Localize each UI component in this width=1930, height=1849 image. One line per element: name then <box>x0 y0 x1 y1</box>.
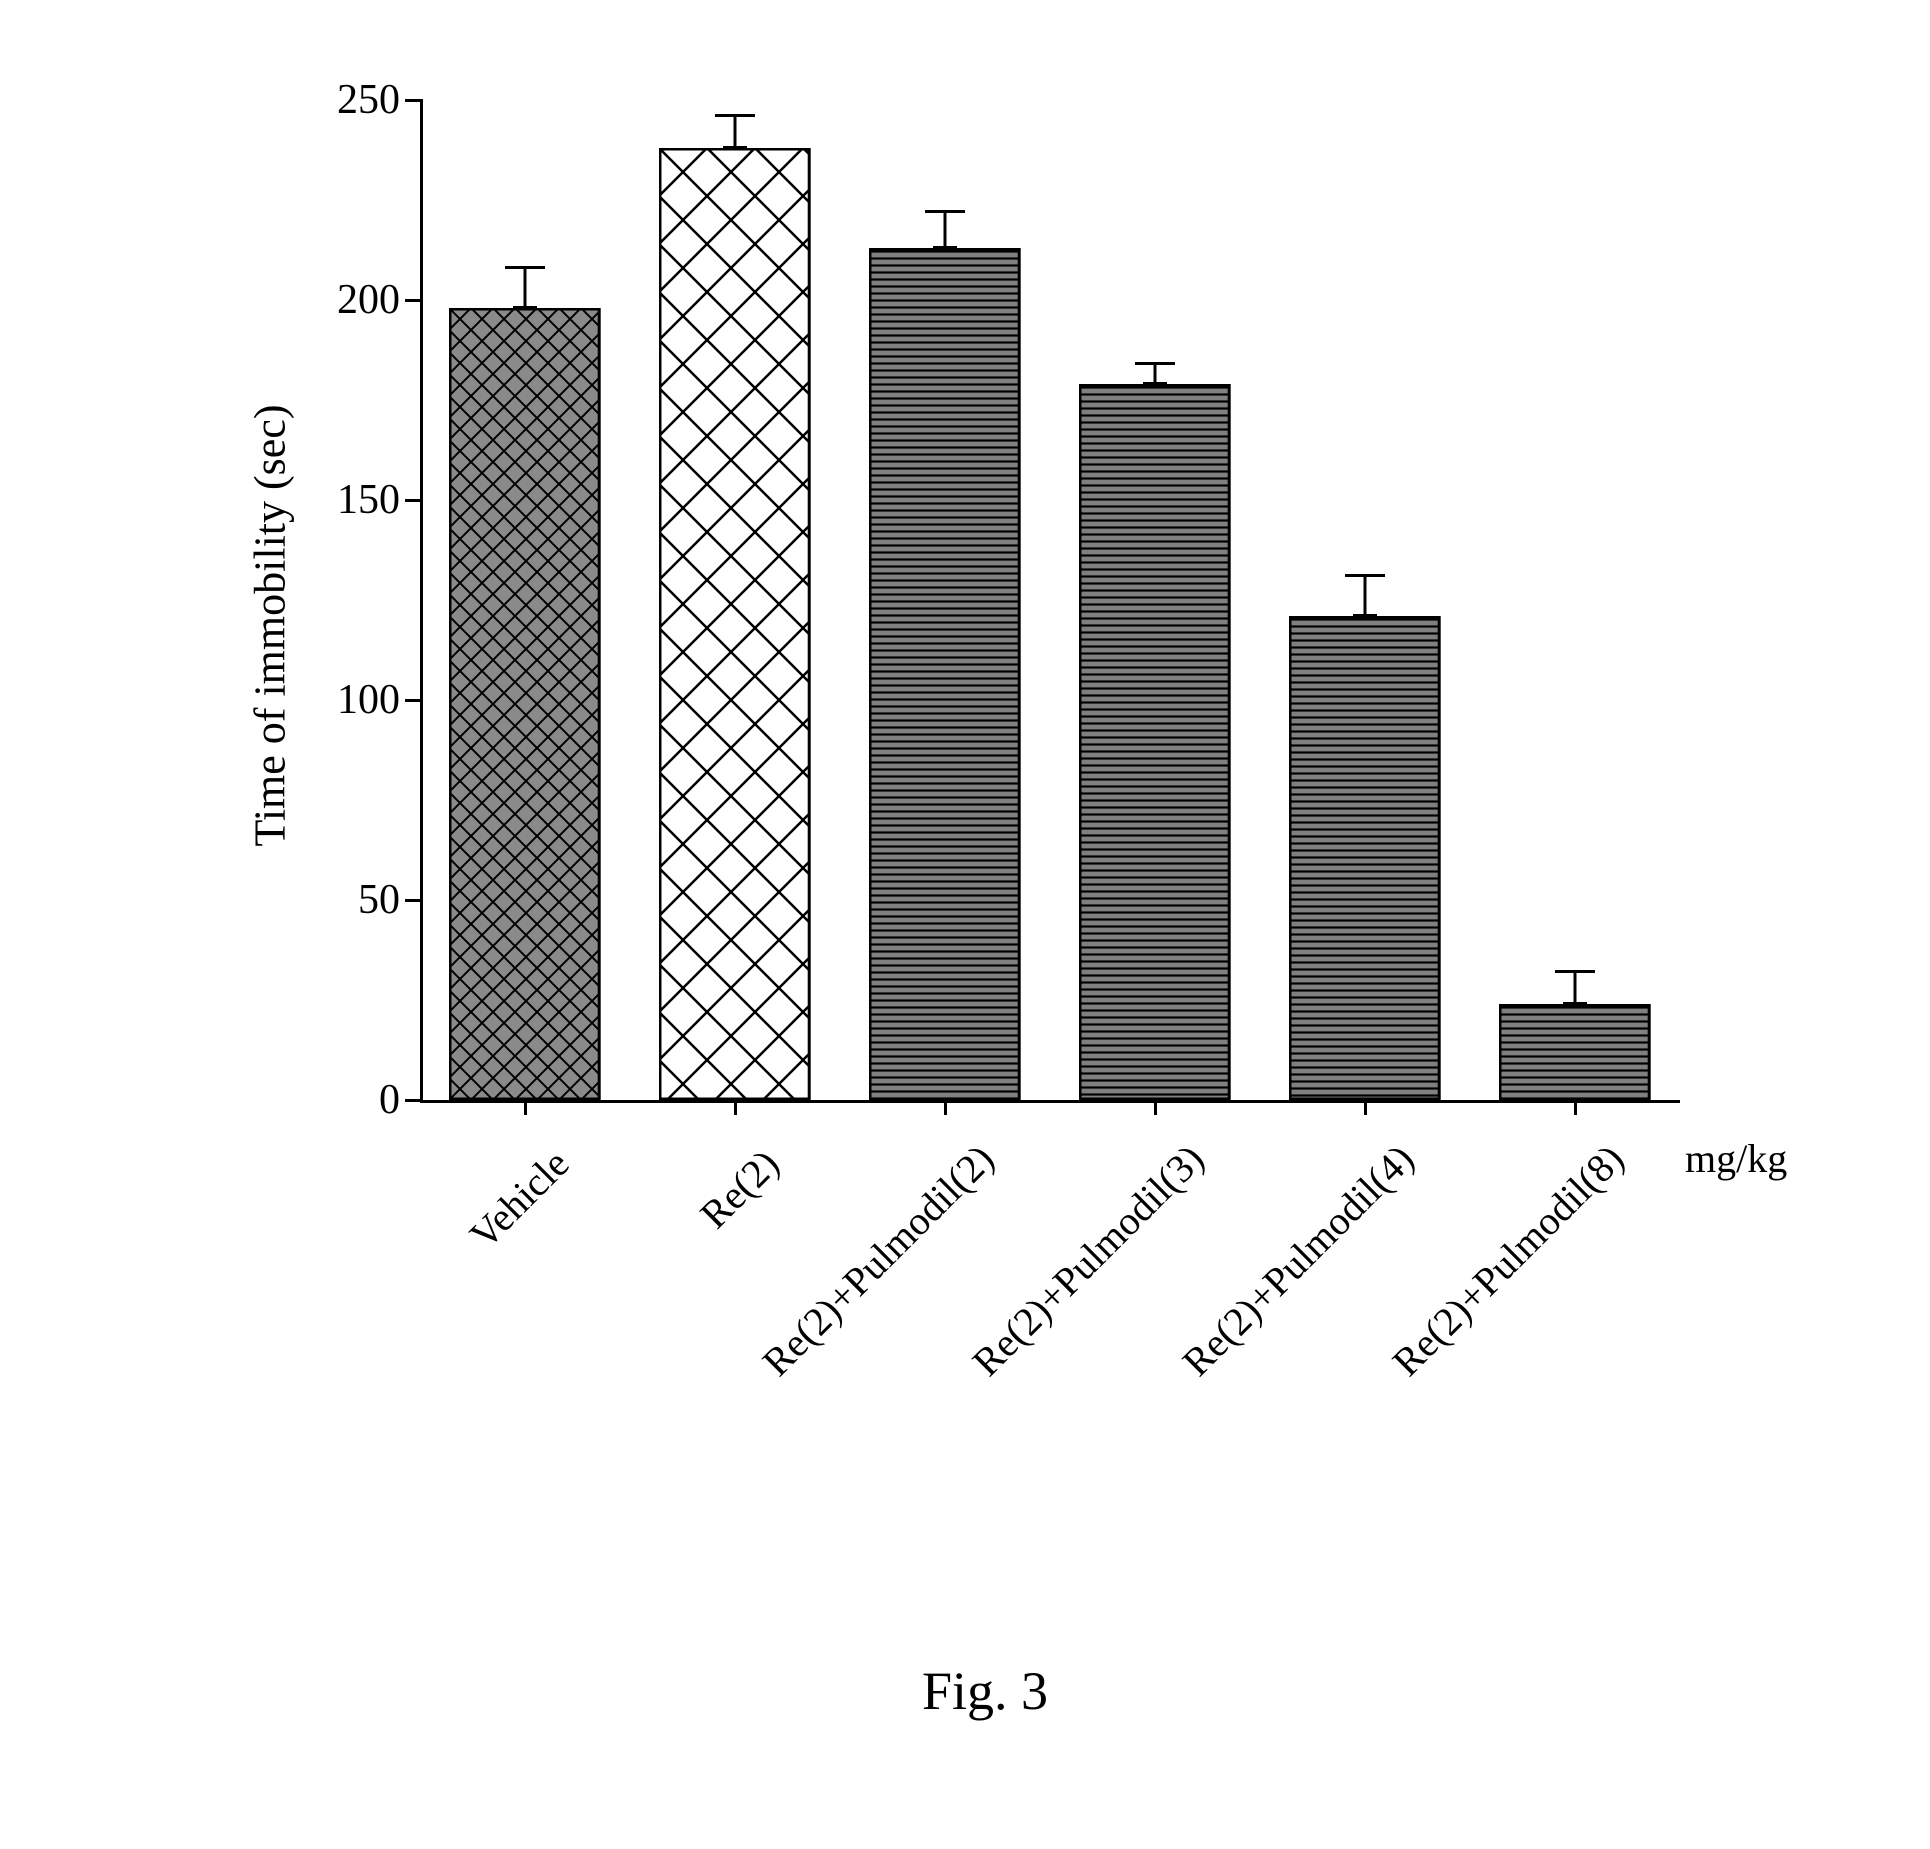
error-bar <box>944 212 947 248</box>
x-tick <box>944 1100 947 1115</box>
x-axis <box>420 1100 1680 1103</box>
error-bar-cap <box>925 210 965 213</box>
error-bar-cap <box>1135 362 1175 365</box>
error-bar-base-cap <box>933 246 957 249</box>
x-tick-label: Re(2) <box>543 1140 788 1385</box>
error-bar-base-cap <box>1563 1002 1587 1005</box>
x-tick <box>1154 1100 1157 1115</box>
y-tick-label: 250 <box>300 76 400 124</box>
figure-container: Time of immobility (sec) 0 50 100 150 200 250… <box>20 20 1930 1829</box>
plot-region <box>420 100 1680 1100</box>
bar <box>869 248 1020 1100</box>
x-tick-label: Re(2)+Pulmodil(2) <box>753 1140 998 1385</box>
y-tick-label: 100 <box>300 676 400 724</box>
error-bar-base-cap <box>723 146 747 149</box>
error-bar-base-cap <box>1143 382 1167 385</box>
x-tick <box>734 1100 737 1115</box>
x-tick-label: Re(2)+Pulmodil(8) <box>1383 1140 1628 1385</box>
y-tick-label: 200 <box>300 276 400 324</box>
x-tick <box>1574 1100 1577 1115</box>
error-bar <box>1154 364 1157 384</box>
error-bar-cap <box>505 266 545 269</box>
y-tick-label: 150 <box>300 476 400 524</box>
error-bar <box>1364 576 1367 616</box>
bar <box>1499 1004 1650 1100</box>
bar <box>659 148 810 1100</box>
error-bar <box>524 268 527 308</box>
error-bar-base-cap <box>513 306 537 309</box>
x-tick <box>1364 1100 1367 1115</box>
y-tick-label: 0 <box>300 1076 400 1124</box>
x-tick <box>524 1100 527 1115</box>
x-tick-label: Re(2)+Pulmodil(3) <box>963 1140 1208 1385</box>
x-unit-label: mg/kg <box>1685 1135 1787 1182</box>
bar <box>449 308 600 1100</box>
error-bar-cap <box>1345 574 1385 577</box>
error-bar <box>734 116 737 148</box>
error-bar-cap <box>1555 970 1595 973</box>
figure-caption: Fig. 3 <box>20 1660 1930 1722</box>
error-bar-cap <box>715 114 755 117</box>
chart-area: Time of immobility (sec) 050100150200250… <box>300 80 1700 1180</box>
x-tick-label: Re(2)+Pulmodil(4) <box>1173 1140 1418 1385</box>
y-tick-label: 50 <box>300 876 400 924</box>
x-tick-label: Vehicle <box>333 1140 578 1385</box>
bar <box>1079 384 1230 1100</box>
error-bar <box>1574 972 1577 1004</box>
bar <box>1289 616 1440 1100</box>
error-bar-base-cap <box>1353 614 1377 617</box>
y-axis-title: Time of immobility (sec) <box>245 404 296 846</box>
